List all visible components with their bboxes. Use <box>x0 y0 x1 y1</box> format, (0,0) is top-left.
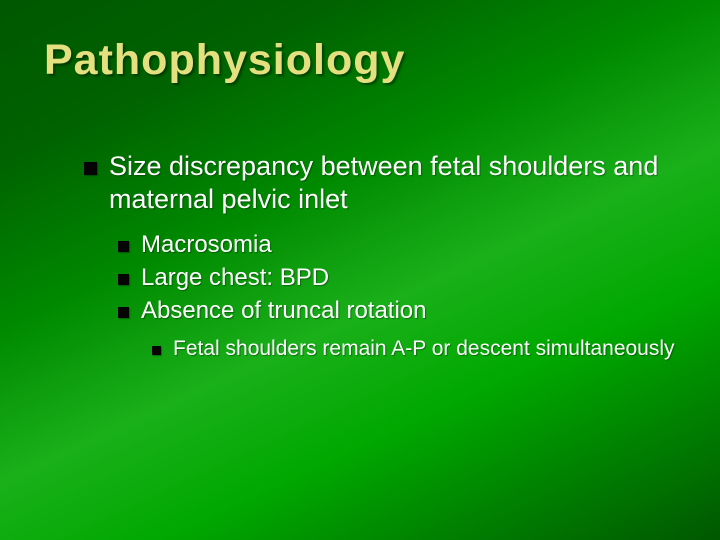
bullet-text: Fetal shoulders remain A-P or descent si… <box>173 336 680 362</box>
slide: Pathophysiology Size discrepancy between… <box>0 0 720 540</box>
bullet-icon <box>84 150 97 183</box>
bullet-text: Large chest: BPD <box>141 263 680 292</box>
bullet-icon <box>152 336 161 362</box>
bullet-text: Absence of truncal rotation <box>141 296 680 325</box>
bullet-icon <box>118 296 129 325</box>
bullet-level2: Large chest: BPD <box>118 263 680 292</box>
square-icon <box>118 241 129 252</box>
bullet-icon <box>118 230 129 259</box>
slide-content: Size discrepancy between fetal shoulders… <box>84 150 680 365</box>
square-icon <box>118 307 129 318</box>
square-icon <box>84 162 97 175</box>
bullet-level2: Macrosomia <box>118 230 680 259</box>
bullet-level1: Size discrepancy between fetal shoulders… <box>84 150 680 216</box>
bullet-level3: Fetal shoulders remain A-P or descent si… <box>152 336 680 362</box>
bullet-text: Size discrepancy between fetal shoulders… <box>109 150 680 216</box>
square-icon <box>118 274 129 285</box>
slide-title: Pathophysiology <box>44 36 405 85</box>
square-icon <box>152 346 161 355</box>
bullet-text: Macrosomia <box>141 230 680 259</box>
bullet-level2: Absence of truncal rotation <box>118 296 680 325</box>
bullet-icon <box>118 263 129 292</box>
